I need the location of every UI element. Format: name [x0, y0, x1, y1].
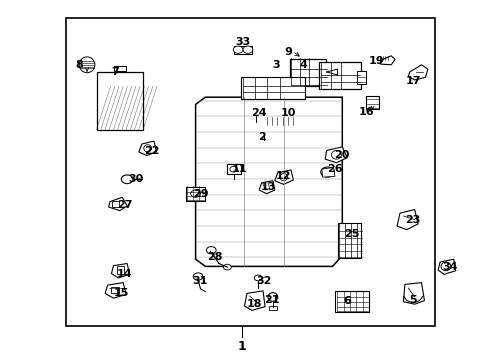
Text: 27: 27 [117, 200, 132, 210]
Ellipse shape [143, 145, 151, 152]
Bar [113, 66, 126, 71]
Bar [318, 62, 360, 89]
Ellipse shape [121, 175, 133, 184]
Text: 26: 26 [326, 164, 342, 174]
Text: 4: 4 [299, 60, 306, 70]
Ellipse shape [193, 273, 203, 280]
Bar [335, 291, 368, 312]
Polygon shape [105, 283, 126, 298]
Bar [110, 287, 119, 293]
Ellipse shape [320, 167, 334, 177]
Text: 18: 18 [246, 299, 262, 309]
Ellipse shape [229, 166, 237, 172]
Ellipse shape [251, 110, 259, 116]
Polygon shape [437, 259, 455, 274]
Ellipse shape [267, 293, 277, 301]
Ellipse shape [331, 150, 341, 159]
Text: 28: 28 [207, 252, 223, 262]
Polygon shape [321, 167, 334, 177]
Polygon shape [274, 170, 293, 184]
Text: 2: 2 [257, 132, 265, 142]
Bar [289, 58, 325, 85]
Polygon shape [108, 197, 127, 211]
Bar [241, 77, 304, 99]
Ellipse shape [223, 264, 231, 270]
Polygon shape [111, 264, 129, 278]
Polygon shape [403, 283, 424, 304]
Text: 14: 14 [117, 269, 132, 279]
Text: 21: 21 [263, 294, 279, 305]
Polygon shape [380, 56, 394, 65]
Ellipse shape [259, 128, 268, 135]
Text: 23: 23 [405, 215, 420, 225]
Polygon shape [195, 97, 342, 266]
Bar [260, 139, 267, 143]
Bar [265, 117, 299, 125]
Text: 5: 5 [408, 294, 416, 305]
Text: 13: 13 [260, 182, 275, 192]
Bar [365, 96, 379, 109]
Polygon shape [259, 181, 274, 194]
Text: 12: 12 [275, 171, 291, 181]
Text: 20: 20 [334, 150, 349, 160]
Text: 11: 11 [231, 164, 247, 174]
Bar [233, 46, 252, 54]
Bar [269, 306, 276, 310]
Ellipse shape [440, 262, 450, 271]
Polygon shape [139, 141, 156, 156]
Bar [226, 164, 240, 174]
Text: 29: 29 [192, 189, 208, 199]
Bar [117, 266, 124, 274]
Bar [186, 187, 204, 201]
Ellipse shape [243, 46, 252, 53]
Text: 7: 7 [111, 67, 119, 77]
Text: 22: 22 [143, 146, 159, 156]
Ellipse shape [233, 46, 243, 53]
Polygon shape [244, 291, 264, 310]
Text: 32: 32 [256, 276, 271, 286]
Text: 10: 10 [280, 108, 296, 118]
Text: 24: 24 [251, 108, 266, 118]
Bar [66, 18, 434, 326]
Bar [96, 72, 142, 130]
Text: 34: 34 [441, 262, 457, 272]
Ellipse shape [79, 57, 95, 73]
Text: 30: 30 [128, 174, 143, 184]
Bar [357, 71, 366, 84]
Text: 1: 1 [237, 340, 246, 353]
Ellipse shape [206, 247, 216, 254]
Ellipse shape [190, 190, 200, 197]
Text: 31: 31 [191, 276, 207, 286]
Text: 17: 17 [405, 76, 420, 86]
Text: 3: 3 [272, 60, 280, 70]
Polygon shape [325, 147, 346, 163]
Text: 19: 19 [368, 56, 384, 66]
Text: 8: 8 [75, 60, 83, 70]
Ellipse shape [254, 275, 262, 281]
Polygon shape [396, 210, 417, 230]
Bar [112, 201, 119, 207]
Text: 6: 6 [343, 296, 350, 306]
Bar [337, 223, 361, 258]
Text: 25: 25 [344, 229, 359, 239]
Text: 16: 16 [358, 107, 374, 117]
Polygon shape [407, 65, 427, 80]
Text: 9: 9 [284, 47, 292, 57]
Text: 33: 33 [235, 37, 250, 48]
Text: 15: 15 [113, 288, 129, 298]
Ellipse shape [279, 174, 287, 181]
